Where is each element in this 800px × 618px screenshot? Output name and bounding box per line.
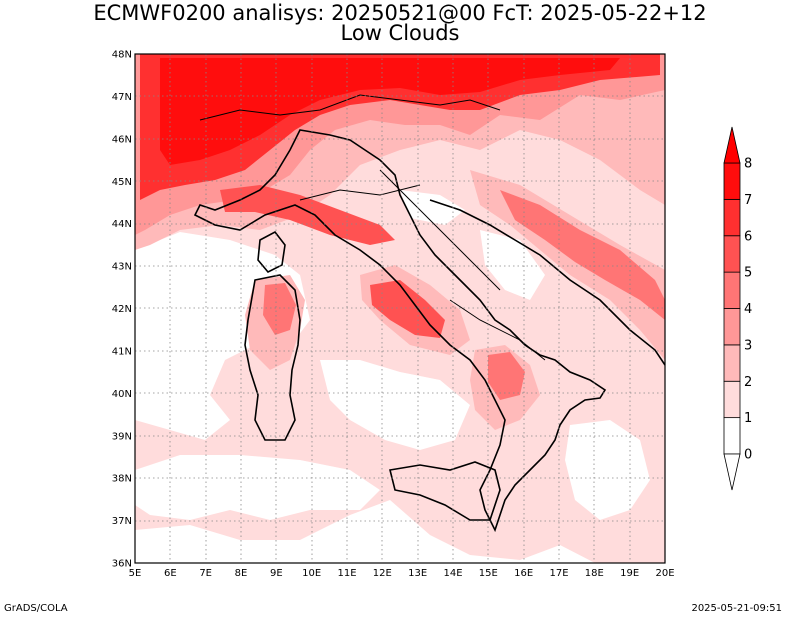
political-borders: [199, 94, 546, 361]
colorbar-swatch: [723, 380, 741, 419]
alpine-border: [199, 94, 501, 121]
italy-mainland-coast: [193, 129, 607, 533]
clear-area-po: [400, 190, 465, 225]
colorbar-top-arrow: [723, 126, 741, 164]
lat-tick-label: 37N: [112, 516, 132, 527]
lat-tick-label: 38N: [112, 474, 132, 485]
lat-tick-label: 45N: [112, 177, 132, 188]
latitude-labels: 36N 37N 38N 39N 40N 41N 42N 43N 44N 45N 46N 47N 48N: [112, 50, 132, 570]
corsica-coast: [257, 230, 286, 273]
cloud-field: [135, 54, 665, 563]
lon-tick-label: 11E: [337, 568, 356, 579]
colorbar-level-label: 3: [744, 338, 752, 353]
regional-border-2: [299, 184, 421, 201]
colorbar-swatch: [723, 308, 741, 346]
colorbar-level-label: 6: [744, 229, 752, 244]
clear-area-ionian: [565, 420, 650, 520]
colorbar-swatch: [723, 344, 741, 382]
clear-area-tyrrhenian: [320, 360, 470, 450]
graticule: [135, 54, 665, 563]
map-frame: [134, 53, 666, 564]
lat-tick-label: 46N: [112, 134, 132, 145]
lat-tick-label: 41N: [112, 346, 132, 357]
colorbar-level-label: 1: [744, 411, 752, 426]
longitude-labels: 5E 6E 7E 8E 9E 10E 11E 12E 13E 14E 15E 16E 17E 18E 19E…: [129, 568, 675, 579]
lon-tick-label: 5E: [129, 568, 142, 579]
lat-tick-label: 40N: [112, 389, 132, 400]
lon-tick-label: 7E: [199, 568, 212, 579]
lon-tick-label: 15E: [479, 568, 498, 579]
lon-tick-label: 18E: [585, 568, 604, 579]
lon-tick-label: 6E: [164, 568, 177, 579]
lon-tick-label: 16E: [514, 568, 533, 579]
lon-tick-label: 12E: [373, 568, 392, 579]
chart-title: ECMWF0200 analisys: 20250521@00 FcT: 202…: [93, 1, 707, 25]
colorbar: 0 1 2 3 4 5 6 7 8: [723, 126, 752, 491]
colorbar-level-label: 2: [744, 375, 752, 390]
clear-area-adriatic: [480, 230, 545, 300]
lat-tick-label: 39N: [112, 431, 132, 442]
lat-tick-label: 48N: [112, 50, 132, 61]
lon-tick-label: 20E: [655, 568, 674, 579]
lon-tick-label: 17E: [549, 568, 568, 579]
adriatic-east-coast: [429, 199, 666, 366]
lon-tick-label: 8E: [235, 568, 248, 579]
colorbar-level-label: 7: [744, 193, 752, 208]
colorbar-level-label: 5: [744, 266, 752, 281]
colorbar-swatch: [723, 162, 741, 200]
colorbar-level-label: 4: [744, 302, 752, 317]
alps-peak-core: [160, 58, 620, 165]
lat-tick-label: 42N: [112, 304, 132, 315]
central-apennine-core: [370, 280, 445, 338]
colorbar-swatch: [723, 271, 741, 309]
colorbar-level-label: 0: [744, 448, 752, 463]
balkan-ridge-core: [500, 190, 665, 320]
colorbar-swatch: [723, 417, 741, 455]
footer-credit: GrADS/COLA: [4, 603, 68, 614]
lon-tick-label: 9E: [270, 568, 283, 579]
lat-tick-label: 47N: [112, 92, 132, 103]
sardinia-north-core: [263, 283, 296, 335]
chart-subtitle: Low Clouds: [340, 21, 460, 45]
sardinia-coast: [244, 274, 301, 441]
colorbar-swatch: [723, 235, 741, 273]
lat-tick-label: 36N: [112, 559, 132, 570]
lon-tick-label: 13E: [408, 568, 427, 579]
lat-tick-label: 43N: [112, 262, 132, 273]
footer-timestamp: 2025-05-21-09:51: [691, 603, 782, 614]
lat-tick-label: 44N: [112, 219, 132, 230]
sicily-coast: [389, 461, 501, 521]
regional-border-3: [449, 299, 546, 361]
colorbar-bottom-arrow: [723, 453, 741, 491]
ligurian-band: [220, 185, 395, 245]
lon-tick-label: 10E: [302, 568, 321, 579]
lon-tick-label: 14E: [443, 568, 462, 579]
lon-tick-label: 19E: [620, 568, 639, 579]
colorbar-level-label: 8: [744, 157, 752, 172]
basilicata-core: [488, 352, 525, 400]
coastline: [193, 129, 666, 533]
clear-area-sicily-channel: [135, 455, 380, 520]
colorbar-swatch: [723, 198, 741, 237]
